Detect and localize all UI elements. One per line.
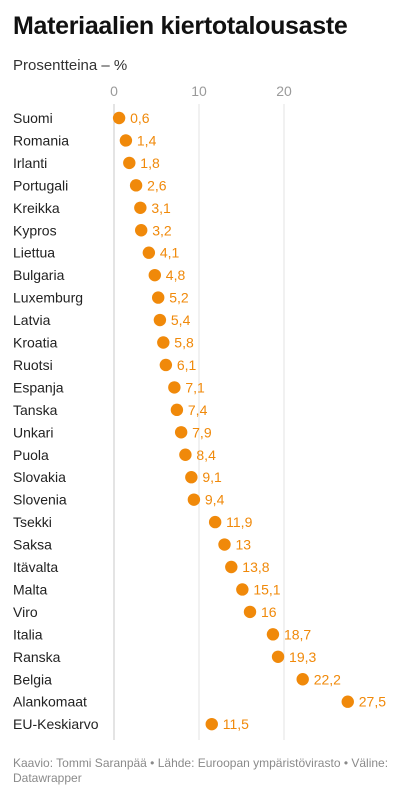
data-point xyxy=(179,448,192,461)
data-label: 4,1 xyxy=(160,245,180,261)
category-label: Irlanti xyxy=(13,155,47,171)
data-point xyxy=(148,268,161,282)
category-label: Bulgaria xyxy=(13,267,65,283)
data-label: 19,3 xyxy=(289,649,316,665)
data-point xyxy=(205,717,218,731)
data-label: 16 xyxy=(261,604,277,620)
data-label: 2,6 xyxy=(147,177,167,193)
category-label: Liettua xyxy=(13,245,55,261)
category-label: Kypros xyxy=(13,222,57,238)
category-label: Espanja xyxy=(13,379,64,395)
data-label: 6,1 xyxy=(177,357,197,373)
data-point xyxy=(266,628,280,641)
data-point xyxy=(112,111,126,125)
data-point xyxy=(296,673,309,686)
data-point xyxy=(129,179,143,192)
data-label: 7,4 xyxy=(188,402,208,418)
category-label: Viro xyxy=(13,604,38,620)
data-label: 18,7 xyxy=(284,626,311,642)
category-label: Alankomaat xyxy=(13,694,87,710)
data-point xyxy=(170,403,184,417)
chart-source-footer: Kaavio: Tommi Saranpää • Lähde: Euroopan… xyxy=(13,756,389,785)
data-label: 0,6 xyxy=(130,110,150,126)
x-tick-label: 0 xyxy=(110,83,118,99)
data-label: 22,2 xyxy=(314,671,341,687)
data-point xyxy=(119,134,133,147)
data-label: 3,1 xyxy=(151,200,171,216)
data-label: 5,2 xyxy=(169,290,189,306)
data-point xyxy=(168,381,181,394)
category-label: Tanska xyxy=(13,402,58,418)
category-label: Unkari xyxy=(13,424,53,440)
data-point xyxy=(152,291,165,304)
category-label: Ranska xyxy=(13,649,61,665)
data-label: 11,5 xyxy=(223,716,249,732)
data-point xyxy=(225,560,238,574)
category-label: Latvia xyxy=(13,312,51,328)
chart-title: Materiaalien kiertotalousaste xyxy=(13,12,348,40)
category-label: Malta xyxy=(13,581,47,597)
category-label: Kroatia xyxy=(13,335,58,351)
data-point xyxy=(134,201,147,214)
category-label: Slovakia xyxy=(13,469,66,485)
data-point xyxy=(159,358,173,372)
category-label: Belgia xyxy=(13,671,52,687)
data-point xyxy=(153,313,167,327)
data-point xyxy=(341,695,354,708)
data-point xyxy=(243,605,257,619)
x-tick-label: 20 xyxy=(276,83,292,99)
data-point xyxy=(157,336,170,349)
chart-subtitle: Prosentteina – % xyxy=(13,57,128,74)
category-label: Ruotsi xyxy=(13,357,53,373)
data-point xyxy=(271,650,285,663)
data-label: 13,8 xyxy=(242,559,269,575)
data-label: 3,2 xyxy=(152,222,172,238)
data-label: 13 xyxy=(236,537,252,553)
category-label: EU-Keskiarvo xyxy=(13,716,99,732)
x-tick-label: 10 xyxy=(191,83,207,99)
data-label: 1,8 xyxy=(140,155,160,171)
category-label: Portugali xyxy=(13,177,68,193)
data-label: 5,8 xyxy=(174,335,194,351)
category-label: Puola xyxy=(13,447,49,463)
category-label: Italia xyxy=(13,626,43,642)
data-label: 5,4 xyxy=(171,312,191,328)
data-point xyxy=(208,515,222,529)
data-label: 9,1 xyxy=(202,469,222,485)
data-point xyxy=(218,538,231,551)
category-label: Luxemburg xyxy=(13,290,83,306)
data-point xyxy=(185,471,198,484)
category-label: Romania xyxy=(13,132,69,148)
data-label: 7,1 xyxy=(185,379,205,395)
data-point xyxy=(187,493,201,506)
data-label: 9,4 xyxy=(205,492,225,508)
dot-plot-chart: 0 10 20 Suomi 0,6 Romania 1,4 Irlanti 1,8 Portuga… xyxy=(13,83,386,740)
data-point xyxy=(135,224,148,237)
category-label: Tsekki xyxy=(13,514,52,530)
data-point xyxy=(236,583,249,596)
category-label: Slovenia xyxy=(13,492,67,508)
category-label: Suomi xyxy=(13,110,53,126)
category-label: Itävalta xyxy=(13,559,58,575)
data-label: 7,9 xyxy=(192,424,212,440)
data-label: 15,1 xyxy=(253,581,280,597)
data-point xyxy=(123,156,136,170)
data-label: 1,4 xyxy=(137,132,157,148)
category-label: Kreikka xyxy=(13,200,60,216)
category-label: Saksa xyxy=(13,537,52,553)
data-label: 27,5 xyxy=(359,694,386,710)
data-label: 11,9 xyxy=(226,514,252,530)
data-label: 8,4 xyxy=(196,447,216,463)
data-point xyxy=(174,426,188,439)
data-label: 4,8 xyxy=(166,267,186,283)
data-point xyxy=(142,246,156,259)
